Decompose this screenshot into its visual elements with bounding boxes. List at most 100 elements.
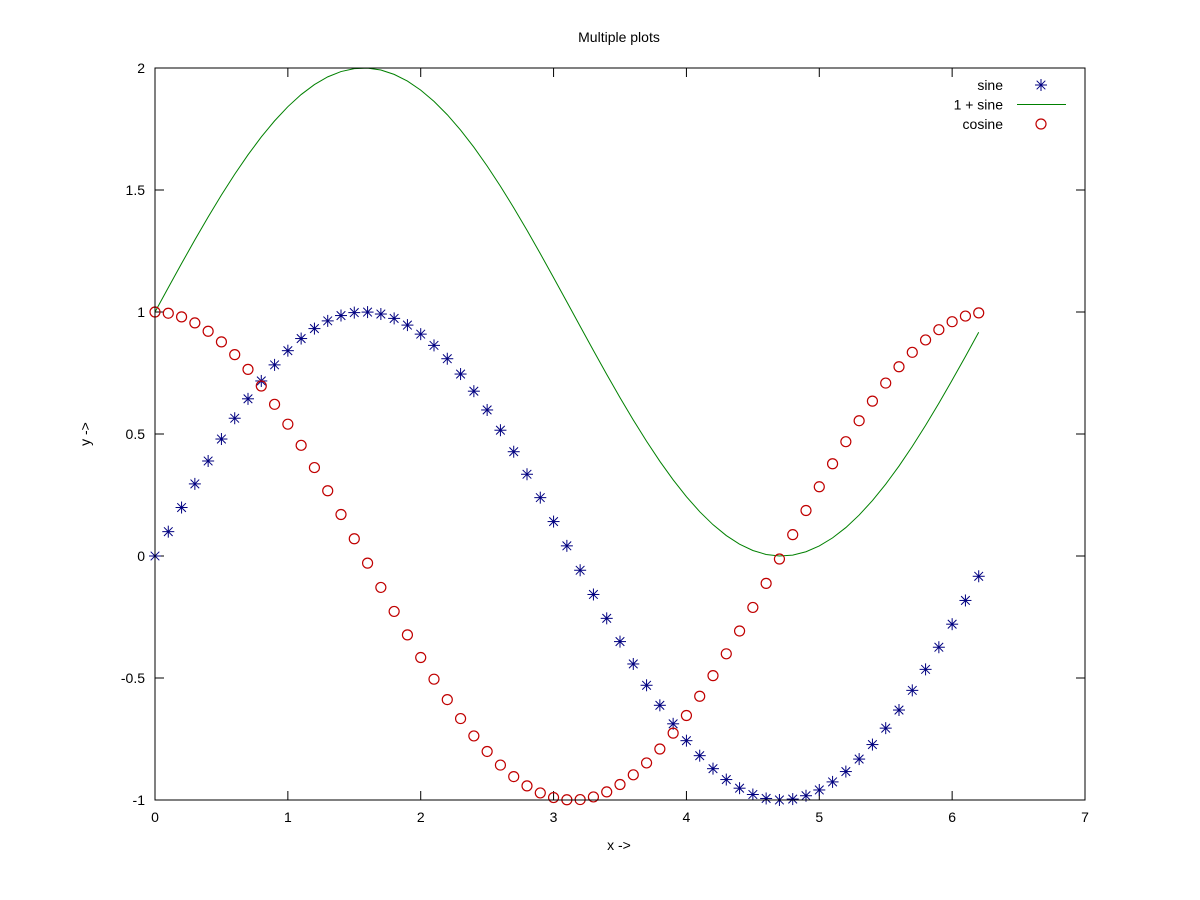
data-point [348, 306, 361, 319]
data-point [494, 759, 507, 771]
data-point [906, 346, 918, 358]
y-tick-label: 0 [137, 548, 145, 564]
data-point [361, 306, 374, 319]
x-tick-label: 3 [550, 809, 558, 825]
data-point [959, 310, 972, 322]
data-point [428, 339, 440, 352]
data-point [747, 601, 759, 614]
data-point [375, 581, 387, 594]
data-point [388, 312, 401, 325]
data-point [627, 657, 640, 670]
data-point [932, 641, 945, 654]
data-point [600, 612, 613, 625]
data-point [494, 424, 507, 437]
data-point [880, 377, 892, 389]
data-point [720, 648, 732, 660]
data-point [175, 501, 188, 514]
data-point [188, 477, 201, 490]
data-point [560, 539, 573, 552]
plot-border [154, 67, 1086, 801]
data-point [534, 491, 547, 504]
data-point [454, 712, 467, 725]
data-point [547, 791, 560, 804]
data-point [574, 564, 587, 577]
x-tick-label: 5 [815, 809, 823, 825]
data-point [547, 515, 560, 528]
data-point [308, 461, 321, 474]
data-point [268, 398, 281, 410]
legend-swatch [1035, 79, 1047, 91]
data-point [627, 769, 639, 781]
x-tick-label: 2 [417, 809, 425, 825]
data-point [428, 673, 440, 685]
data-point [601, 786, 613, 798]
data-point [401, 629, 414, 641]
data-point [933, 324, 945, 336]
data-point [840, 436, 852, 448]
data-point [654, 743, 666, 755]
data-point [866, 395, 879, 407]
data-point [760, 792, 773, 805]
y-tick-label: 1.5 [126, 182, 146, 198]
data-point [813, 783, 826, 796]
chart-title: Multiple plots [578, 29, 660, 45]
data-point [973, 307, 985, 319]
data-point [322, 485, 334, 497]
data-point [694, 690, 706, 702]
data-point [441, 352, 454, 365]
legend-label: sine [977, 77, 1003, 93]
axes: 0 1 2 3 4 5 6 7 -1 -0.5 0 0.5 1 1.5 2 [121, 60, 1089, 825]
data-point [693, 749, 706, 762]
data-point [415, 651, 427, 664]
data-point [282, 418, 294, 430]
data-point [215, 433, 228, 446]
data-point [919, 334, 932, 346]
data-point [733, 625, 746, 637]
legend-item: 1 + sine [954, 97, 1066, 113]
y-tick-label: 2 [137, 60, 145, 76]
data-point [866, 738, 879, 751]
data-point [454, 368, 467, 381]
data-point [707, 670, 719, 682]
data-point [229, 349, 241, 361]
x-tick-label: 4 [683, 809, 691, 825]
legend-item: cosine [963, 116, 1047, 132]
x-tick-label: 0 [151, 809, 159, 825]
data-point [348, 533, 360, 545]
data-point [534, 787, 546, 799]
data-point [414, 328, 427, 341]
data-point [189, 317, 201, 329]
data-point [614, 635, 626, 648]
y-tick-label: 0.5 [126, 426, 146, 442]
x-axis-label: x -> [607, 837, 631, 853]
data-point [720, 773, 733, 786]
data-point [946, 316, 958, 328]
data-point [959, 594, 972, 607]
data-point [468, 730, 480, 742]
data-point [295, 439, 307, 451]
data-point [295, 332, 308, 345]
data-point [242, 363, 254, 375]
data-point [321, 314, 334, 327]
data-point [653, 699, 666, 712]
data-point [467, 385, 480, 398]
data-point [281, 344, 294, 357]
data-point [335, 309, 347, 322]
data-point [175, 311, 188, 323]
data-point [242, 392, 254, 405]
data-point [667, 727, 679, 739]
data-point [746, 788, 759, 801]
data-point [202, 454, 215, 467]
data-point [587, 791, 600, 803]
data-point [733, 782, 746, 795]
data-point [614, 778, 626, 791]
legend-label: cosine [963, 116, 1004, 132]
legend: sine 1 + sine cosine [954, 77, 1066, 132]
data-point [308, 322, 321, 335]
y-tick-label: 1 [137, 304, 145, 320]
data-point [481, 745, 493, 758]
data-point [228, 412, 241, 425]
data-point [162, 307, 174, 319]
series-cosine [149, 306, 985, 806]
data-point [268, 358, 281, 371]
